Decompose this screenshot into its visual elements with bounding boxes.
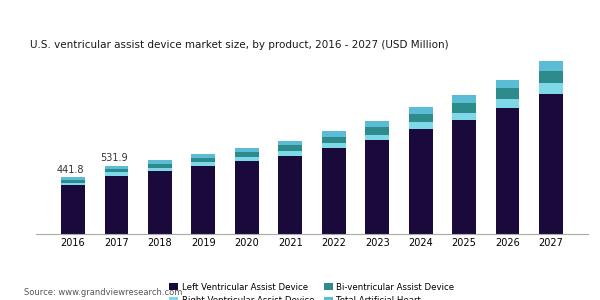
Bar (365, 121, 389, 127)
Bar (278, 141, 302, 146)
Bar (539, 71, 563, 83)
Bar (365, 135, 389, 140)
Bar (191, 162, 215, 166)
Bar (191, 158, 215, 162)
Bar (452, 95, 476, 103)
Bar (496, 99, 520, 108)
Bar (191, 166, 215, 234)
Bar (322, 131, 346, 136)
Bar (148, 164, 172, 168)
Text: U.S. ventricular assist device market size, by product, 2016 - 2027 (USD Million: U.S. ventricular assist device market si… (30, 40, 449, 50)
Bar (104, 169, 128, 172)
Bar (61, 177, 85, 180)
Bar (104, 166, 128, 169)
Bar (148, 168, 172, 171)
Bar (278, 151, 302, 156)
Text: 441.8: 441.8 (56, 165, 84, 175)
Bar (278, 146, 302, 151)
Bar (496, 108, 520, 234)
Bar (409, 129, 433, 234)
Bar (235, 157, 259, 161)
Bar (148, 160, 172, 164)
Bar (452, 120, 476, 234)
Bar (322, 148, 346, 234)
Bar (104, 176, 128, 234)
Bar (235, 152, 259, 157)
Bar (104, 172, 128, 176)
Bar (539, 94, 563, 234)
Bar (539, 61, 563, 71)
Bar (235, 148, 259, 152)
Bar (365, 140, 389, 234)
Bar (409, 107, 433, 114)
Bar (61, 180, 85, 183)
Bar (322, 143, 346, 148)
Bar (235, 161, 259, 234)
Legend: Left Ventricular Assist Device, Right Ventricular Assist Device, Bi-ventricular : Left Ventricular Assist Device, Right Ve… (166, 279, 458, 300)
Bar (452, 103, 476, 113)
Bar (496, 88, 520, 99)
Bar (539, 83, 563, 94)
Text: Source: www.grandviewresearch.com: Source: www.grandviewresearch.com (24, 288, 182, 297)
Bar (452, 113, 476, 120)
Bar (148, 171, 172, 234)
Bar (409, 122, 433, 129)
Bar (322, 136, 346, 143)
Bar (191, 154, 215, 158)
Bar (409, 114, 433, 122)
Bar (365, 127, 389, 135)
Bar (61, 185, 85, 234)
Bar (496, 80, 520, 88)
Bar (278, 156, 302, 234)
Text: 531.9: 531.9 (100, 153, 128, 163)
Bar (61, 183, 85, 185)
